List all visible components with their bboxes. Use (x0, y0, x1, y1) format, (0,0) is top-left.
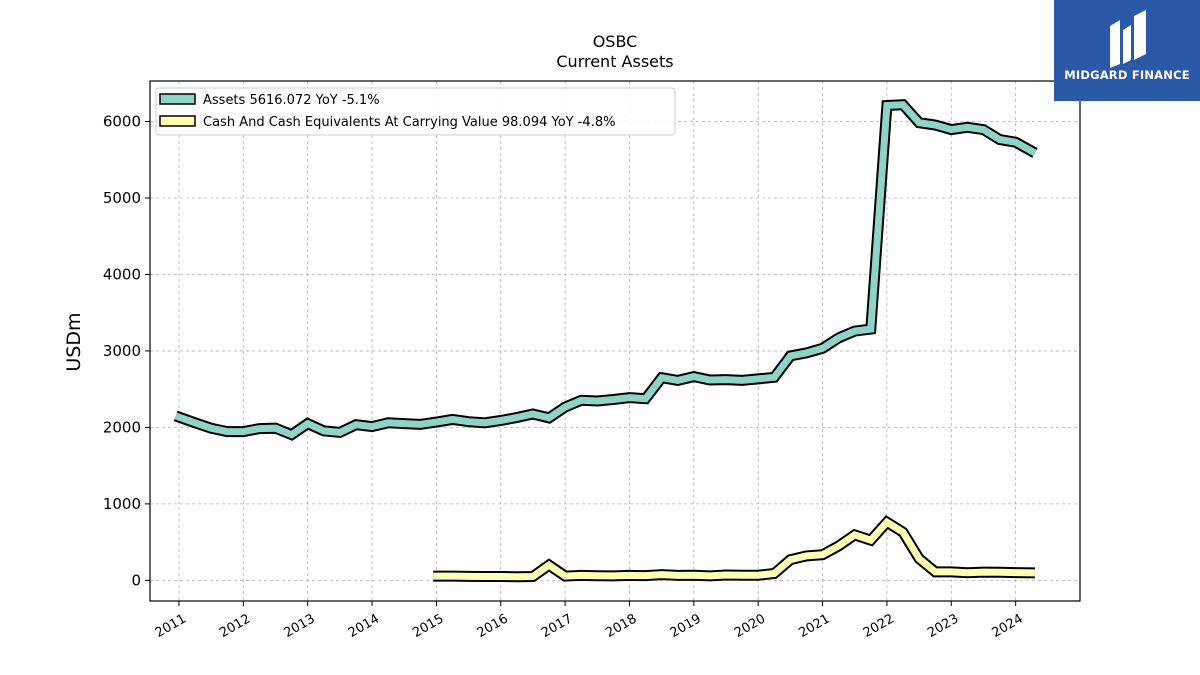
y-tick-label: 3000 (103, 342, 141, 360)
y-axis-label: USDm (63, 312, 85, 371)
y-tick-label: 1000 (103, 495, 141, 513)
chart-title: OSBC (593, 32, 638, 51)
x-tick-label: 2015 (410, 611, 446, 641)
legend-swatch-assets (159, 93, 196, 105)
x-tick-label: 2021 (796, 611, 832, 641)
x-tick-label: 2014 (346, 611, 382, 641)
grid (150, 81, 1080, 601)
legend-box (155, 87, 676, 136)
x-axis: 2011 2012 2013 2014 2015 2016 2017 2018 2019 2020… (153, 601, 1026, 641)
x-tick-label: 2020 (732, 611, 768, 641)
y-tick-label: 0 (131, 571, 141, 589)
legend-label-cash: Cash And Cash Equivalents At Carrying Va… (203, 115, 615, 130)
x-tick-label: 2012 (217, 611, 253, 641)
y-axis: 0 1000 2000 3000 4000 5000 6000 (103, 113, 150, 589)
brand-name: MIDGARD FINANCE (1064, 68, 1190, 82)
x-tick-label: 2023 (925, 611, 961, 641)
x-tick-label: 2017 (539, 611, 575, 641)
series-layer (173, 99, 1038, 583)
series-line-outline-assets (173, 99, 1038, 441)
y-tick-label: 4000 (103, 265, 141, 283)
legend-swatch-cash (159, 115, 196, 127)
x-tick-label: 2022 (861, 611, 897, 641)
brand-logo: MIDGARD FINANCE (1054, 0, 1200, 101)
logo-mark-icon (1110, 10, 1146, 68)
y-tick-label: 6000 (103, 113, 141, 131)
x-tick-label: 2013 (282, 611, 318, 641)
series-line-assets (174, 101, 1037, 439)
series-line-cash (433, 517, 1035, 581)
y-tick-label: 2000 (103, 418, 141, 436)
x-tick-label: 2019 (668, 611, 704, 641)
plot-area (149, 80, 1081, 602)
x-tick-label: 2018 (603, 611, 639, 641)
legend-label-assets: Assets 5616.072 YoY -5.1% (203, 93, 380, 108)
y-tick-label: 5000 (103, 189, 141, 207)
chart-subtitle: Current Assets (556, 52, 673, 71)
x-tick-label: 2016 (475, 611, 511, 641)
x-tick-label: 2024 (989, 611, 1025, 641)
legend: Assets 5616.072 YoY -5.1% Cash And Cash … (155, 87, 676, 136)
x-tick-label: 2011 (153, 611, 189, 641)
